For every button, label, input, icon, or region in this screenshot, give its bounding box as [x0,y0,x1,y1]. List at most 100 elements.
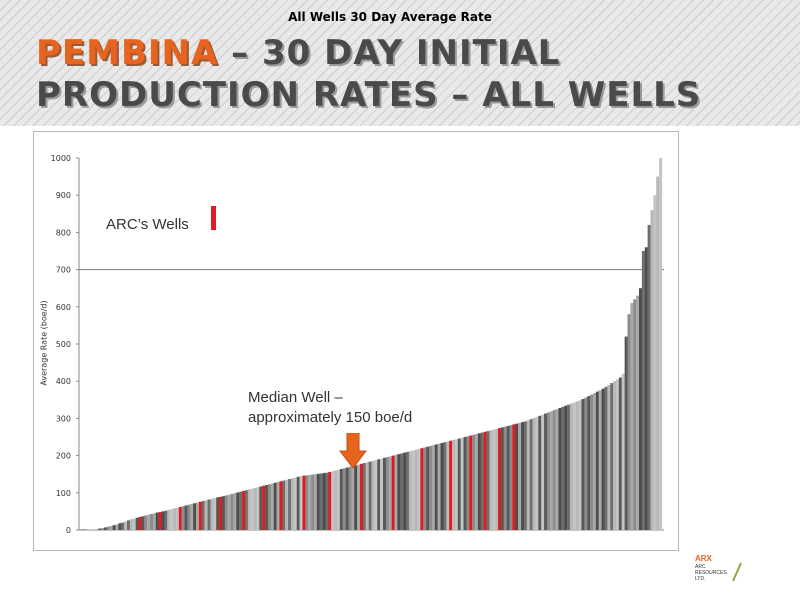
bar-well [86,529,90,530]
bar-well [193,503,197,530]
bar-well [184,505,188,530]
bar-well [374,460,378,530]
bar-well [572,402,576,530]
bar-well [411,450,415,530]
bar-well [604,386,608,530]
bar-well [500,427,504,530]
logo-line1: ARC [695,564,706,570]
bar-well [351,466,355,530]
bar-well [98,528,102,530]
bar-well [147,514,151,530]
bar-well [187,504,191,530]
bar-well [567,404,571,530]
bar-well [144,515,148,530]
bar-well [247,489,251,530]
bar-well [115,524,119,530]
bar-well [173,508,177,530]
bar-well [213,498,217,530]
bar-well [181,506,185,530]
bar-well [342,468,346,530]
bar-well [529,419,533,530]
bar-well [429,445,433,530]
y-tick-label: 200 [56,452,71,461]
bar-well [89,529,93,530]
bar-well [167,509,171,530]
bar-well [368,461,372,530]
bar-well [587,396,591,530]
bar-well [256,487,260,530]
bar-arc-well [512,424,516,530]
slide-title: PEMBINA – 30 DAY INITIAL PRODUCTION RATES… [36,32,701,116]
bar-well [127,520,131,530]
bar-well [141,516,145,530]
slide-title-rest: – 30 DAY INITIAL [218,33,561,73]
bar-well [515,423,519,530]
bar-well [216,497,220,530]
bar-well [135,517,139,530]
bar-well [564,405,568,530]
bar-well [150,514,154,530]
slide-title-line2: PRODUCTION RATES – ALL WELLS [36,75,702,115]
y-tick-label: 800 [56,228,71,237]
bar-well [613,381,617,530]
bar-well [636,295,640,530]
bar-well [397,454,401,530]
bar-well [233,493,237,530]
bar-well [472,434,476,530]
bar-well [437,443,441,530]
legend-label: ARC’s Wells [106,216,189,233]
bar-well [290,478,294,530]
bar-well [575,401,579,530]
bar-well [348,466,352,530]
bar-well [541,414,545,530]
bar-well [319,473,323,530]
bar-well [190,503,194,530]
bar-well [164,510,168,530]
bar-well [334,470,338,530]
company-logo: ARX ARC RESOURCES LTD. [695,554,745,588]
bar-well [236,492,240,530]
bar-well [647,224,651,530]
bar-well [285,479,289,530]
bar-well [207,499,211,530]
bar-well [394,454,398,530]
bar-well [561,406,565,530]
chart-title: All Wells 30 Day Average Rate [288,10,492,24]
bar-well [518,422,522,530]
legend-arc-swatch [211,206,216,230]
bar-well [311,474,315,530]
bar-arc-well [469,435,473,530]
bar-well [414,449,418,530]
bar-well [615,379,620,530]
bar-well [569,403,573,530]
bar-well [383,457,387,530]
bar-well [282,480,286,530]
bar-arc-well [198,501,202,530]
bar-well [460,437,464,530]
bar-well [641,251,645,530]
bar-well [259,486,263,530]
bar-well [132,518,136,530]
bar-well [385,457,389,530]
bar-well [403,452,407,530]
bar-well [313,474,318,530]
bar-well [581,399,585,530]
bar-well [477,433,481,530]
bar-well [239,491,243,530]
bar-well [475,434,479,530]
bar-well [95,528,99,530]
bar-well [288,479,292,530]
bar-well [624,336,628,530]
bar-well [408,451,412,530]
bar-well [423,447,427,530]
bar-well [109,525,113,530]
logo-line3: LTD. [695,576,706,582]
bar-well [265,484,269,530]
bar-well [440,442,444,530]
y-tick-label: 100 [56,489,71,498]
bar-well [549,411,553,530]
bar-arc-well [262,485,266,530]
bar-well [230,493,234,530]
bar-arc-well [420,448,424,530]
bar-well [308,474,312,530]
